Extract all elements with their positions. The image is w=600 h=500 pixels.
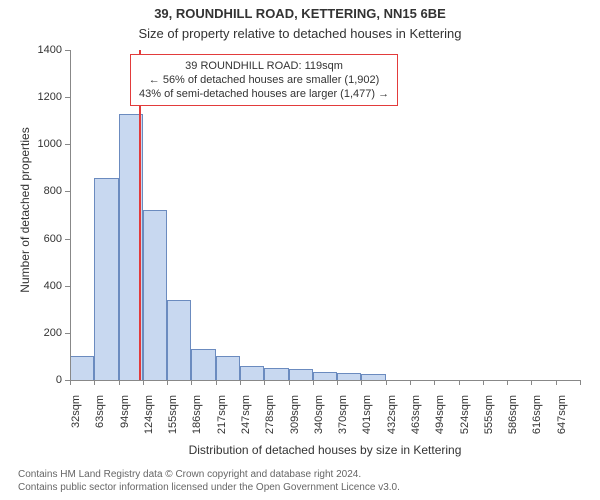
- x-tick: [459, 380, 460, 385]
- y-tick: [65, 239, 70, 240]
- x-tick: [94, 380, 95, 385]
- histogram-bar: [94, 178, 118, 380]
- x-tick: [580, 380, 581, 385]
- histogram-bar: [70, 356, 94, 380]
- histogram-bar: [216, 356, 240, 380]
- y-tick-label: 1200: [0, 91, 62, 103]
- y-tick-label: 200: [0, 327, 62, 339]
- x-tick-label: 186sqm: [190, 395, 204, 450]
- chart-container: 39, ROUNDHILL ROAD, KETTERING, NN15 6BE …: [0, 0, 600, 500]
- x-tick-label: 124sqm: [142, 395, 156, 450]
- annotation-line: 39 ROUNDHILL ROAD: 119sqm: [139, 59, 389, 73]
- x-tick-label: 555sqm: [482, 395, 496, 450]
- y-tick-label: 800: [0, 185, 62, 197]
- y-axis-line: [70, 50, 71, 380]
- x-tick: [240, 380, 241, 385]
- y-tick: [65, 97, 70, 98]
- x-tick-label: 524sqm: [458, 395, 472, 450]
- histogram-bar: [337, 373, 361, 380]
- y-tick: [65, 286, 70, 287]
- x-tick-label: 401sqm: [360, 395, 374, 450]
- x-tick-label: 370sqm: [336, 395, 350, 450]
- x-tick-label: 309sqm: [288, 395, 302, 450]
- x-tick: [264, 380, 265, 385]
- x-tick: [167, 380, 168, 385]
- chart-title-description: Size of property relative to detached ho…: [0, 26, 600, 41]
- x-tick-label: 432sqm: [385, 395, 399, 450]
- chart-title-address: 39, ROUNDHILL ROAD, KETTERING, NN15 6BE: [0, 6, 600, 21]
- x-tick-label: 155sqm: [166, 395, 180, 450]
- x-tick: [507, 380, 508, 385]
- x-tick: [531, 380, 532, 385]
- annotation-box: 39 ROUNDHILL ROAD: 119sqm← 56% of detach…: [130, 54, 398, 106]
- x-tick: [216, 380, 217, 385]
- y-tick-label: 400: [0, 280, 62, 292]
- x-tick: [410, 380, 411, 385]
- x-tick-label: 494sqm: [433, 395, 447, 450]
- x-tick-label: 340sqm: [312, 395, 326, 450]
- x-axis-line: [70, 380, 580, 381]
- x-tick: [289, 380, 290, 385]
- histogram-bar: [143, 210, 167, 380]
- histogram-bar: [167, 300, 191, 380]
- x-tick: [191, 380, 192, 385]
- x-tick-label: 247sqm: [239, 395, 253, 450]
- y-tick-label: 1400: [0, 44, 62, 56]
- y-tick: [65, 333, 70, 334]
- x-tick-label: 586sqm: [506, 395, 520, 450]
- footer-attribution: Contains HM Land Registry data © Crown c…: [18, 468, 400, 494]
- y-tick-label: 0: [0, 374, 62, 386]
- x-tick-label: 616sqm: [530, 395, 544, 450]
- y-tick: [65, 144, 70, 145]
- y-tick-label: 600: [0, 233, 62, 245]
- histogram-bar: [240, 366, 264, 380]
- x-tick: [337, 380, 338, 385]
- x-tick-label: 463sqm: [409, 395, 423, 450]
- x-tick: [386, 380, 387, 385]
- histogram-bar: [289, 369, 313, 380]
- x-tick: [556, 380, 557, 385]
- x-tick: [361, 380, 362, 385]
- x-tick: [483, 380, 484, 385]
- x-tick-label: 278sqm: [263, 395, 277, 450]
- histogram-bar: [191, 349, 215, 380]
- histogram-bar: [264, 368, 288, 380]
- y-tick: [65, 191, 70, 192]
- y-tick-label: 1000: [0, 138, 62, 150]
- histogram-bar: [313, 372, 337, 380]
- x-tick: [119, 380, 120, 385]
- x-tick: [313, 380, 314, 385]
- x-tick-label: 647sqm: [555, 395, 569, 450]
- annotation-line: ← 56% of detached houses are smaller (1,…: [139, 73, 389, 87]
- x-tick: [434, 380, 435, 385]
- x-tick: [143, 380, 144, 385]
- x-tick-label: 94sqm: [118, 395, 132, 450]
- y-tick: [65, 50, 70, 51]
- x-tick-label: 32sqm: [69, 395, 83, 450]
- x-tick-label: 63sqm: [93, 395, 107, 450]
- footer-line: Contains public sector information licen…: [18, 481, 400, 494]
- x-tick: [70, 380, 71, 385]
- x-tick-label: 217sqm: [215, 395, 229, 450]
- annotation-line: 43% of semi-detached houses are larger (…: [139, 87, 389, 101]
- footer-line: Contains HM Land Registry data © Crown c…: [18, 468, 400, 481]
